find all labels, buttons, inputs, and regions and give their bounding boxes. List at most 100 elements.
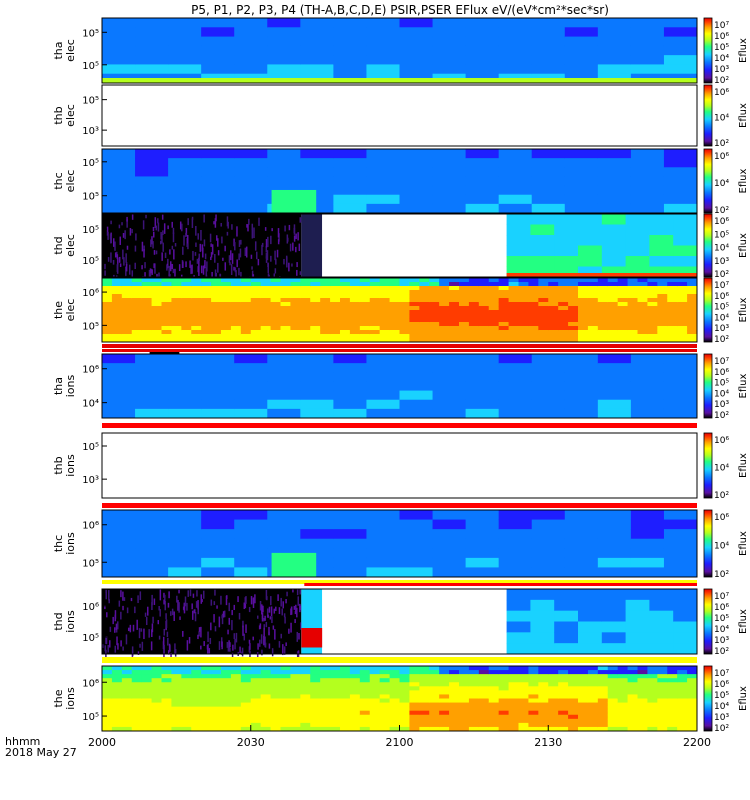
status-bar <box>102 657 697 663</box>
colorbar-tick-label: 10⁶ <box>714 32 729 42</box>
colorbar-tick-label: 10⁴ <box>714 114 729 124</box>
panel-thd-elec: 10⁵ 10⁵ thd elec 10⁶ 10⁵ 10⁴ 10³ 10² Eflux <box>52 213 749 287</box>
colorbar-tick-label: 10⁴ <box>714 464 729 474</box>
colorbar-tick-label: 10³ <box>714 713 729 723</box>
x-tick-label: 2100 <box>386 736 414 749</box>
species-label: ions <box>64 532 77 555</box>
colorbar-title: Eflux <box>738 686 749 711</box>
panel-label: the ions <box>52 687 77 710</box>
figure-title: P5, P1, P2, P3, P4 (TH-A,B,C,D,E) PSIR,P… <box>191 3 609 17</box>
colorbar-tick-label: 10⁷ <box>714 357 729 367</box>
y-tick-label: 10⁵ <box>82 225 99 236</box>
status-bar <box>102 423 697 428</box>
colorbar-tick-label: 10² <box>714 491 729 501</box>
probe-label: thd <box>52 612 65 630</box>
colorbar-tick-label: 10⁷ <box>714 592 729 602</box>
colorbar-tick-label: 10⁴ <box>714 702 729 712</box>
colorbar-label: Eflux <box>738 297 749 322</box>
y-tick-label: 10⁵ <box>82 28 99 39</box>
colorbar-title: Eflux <box>738 297 749 322</box>
species-label: elec <box>64 170 77 193</box>
panel-frame <box>101 509 698 578</box>
y-tick-label: 10⁶ <box>82 678 99 689</box>
panel-label: thc ions <box>52 532 77 555</box>
species-label: elec <box>64 39 77 62</box>
species-label: elec <box>64 299 77 322</box>
probe-label: thb <box>52 106 65 124</box>
colorbar-tick-label: 10⁶ <box>714 680 729 690</box>
y-tick-label: 10⁵ <box>82 321 99 332</box>
probe-label: thb <box>52 456 65 474</box>
status-bar <box>304 583 697 586</box>
colorbar <box>703 277 713 343</box>
spectrogram-thb-elec <box>102 85 697 146</box>
colorbar <box>703 353 713 419</box>
spectrogram-thc-ions <box>102 510 698 578</box>
colorbar-tick-label: 10³ <box>714 65 729 75</box>
colorbar-tick-label: 10⁶ <box>714 368 729 378</box>
colorbar-tick-label: 10³ <box>714 636 729 646</box>
colorbar-tick-label: 10⁶ <box>714 88 729 98</box>
colorbar-label: Eflux <box>738 168 749 193</box>
spectrogram-thd-ions <box>102 589 698 663</box>
species-label: ions <box>64 374 77 397</box>
spectrogram-thd-elec <box>102 214 698 287</box>
colorbar-tick-label: 10⁶ <box>714 513 729 523</box>
species-label: elec <box>64 104 77 127</box>
species-label: ions <box>64 687 77 710</box>
colorbar-tick-label: 10⁵ <box>714 43 729 53</box>
colorbar <box>703 17 713 84</box>
y-tick-label: 10⁵ <box>82 442 99 453</box>
colorbar-tick-label: 10³ <box>714 400 729 410</box>
colorbar-label: Eflux <box>738 453 749 478</box>
panel-thb-ions: 10⁵ 10³ thb ions 10⁶ 10⁴ 10² Eflux <box>52 432 749 501</box>
panel-label: thc elec <box>52 170 77 193</box>
panel-label: the elec <box>52 299 77 322</box>
colorbar-title: Eflux <box>738 373 749 398</box>
colorbar-tick-label: 10⁴ <box>714 389 729 399</box>
status-bar <box>102 349 697 352</box>
colorbar-label: Eflux <box>738 233 749 258</box>
spectrogram-the-elec <box>102 278 698 343</box>
y-tick-label: 10⁵ <box>82 712 99 723</box>
panel-frame <box>101 353 698 419</box>
time-axis: 2000 2030 2100 2130 2200 <box>88 725 711 749</box>
colorbar-tick-label: 10⁶ <box>714 603 729 613</box>
colorbar-title: Eflux <box>738 609 749 634</box>
colorbar-tick-label: 10² <box>714 335 729 345</box>
probe-label: thd <box>52 236 65 254</box>
colorbar-title: Eflux <box>738 38 749 63</box>
colorbar <box>703 665 713 732</box>
colorbar-label: Eflux <box>738 38 749 63</box>
time-unit-label: hhmm <box>5 735 40 748</box>
panel-frame <box>101 17 698 84</box>
colorbar-label: Eflux <box>738 103 749 128</box>
colorbar-tick-label: 10⁶ <box>714 217 729 227</box>
colorbar <box>703 148 713 214</box>
panel-label: tha ions <box>52 374 77 397</box>
panel-frame <box>101 213 698 278</box>
colorbar-tick-label: 10⁵ <box>714 303 729 313</box>
y-tick-label: 10⁵ <box>82 256 99 267</box>
y-tick-label: 10⁶ <box>82 365 99 376</box>
spectrogram-the-ions <box>102 666 698 732</box>
panel-label: thd ions <box>52 610 77 633</box>
y-tick-label: 10⁵ <box>82 192 99 203</box>
colorbar <box>703 588 713 655</box>
probe-label: thc <box>52 535 65 552</box>
x-tick-label: 2200 <box>683 736 711 749</box>
y-tick-label: 10⁵ <box>82 558 99 569</box>
panel-label: thd elec <box>52 234 77 257</box>
panel-thb-elec: 10⁵ 10³ thb elec 10⁶ 10⁴ 10² Eflux <box>52 84 749 149</box>
panel-thc-elec: 10⁵ 10⁵ thc elec 10⁶ 10⁴ 10² Eflux <box>52 148 749 216</box>
x-tick-label: 2130 <box>534 736 562 749</box>
y-tick-label: 10³ <box>82 126 99 137</box>
x-tick-label: 2000 <box>88 736 116 749</box>
colorbar-tick-label: 10⁴ <box>714 244 729 254</box>
colorbar-tick-label: 10⁵ <box>714 230 729 240</box>
panel-frame <box>101 148 698 214</box>
